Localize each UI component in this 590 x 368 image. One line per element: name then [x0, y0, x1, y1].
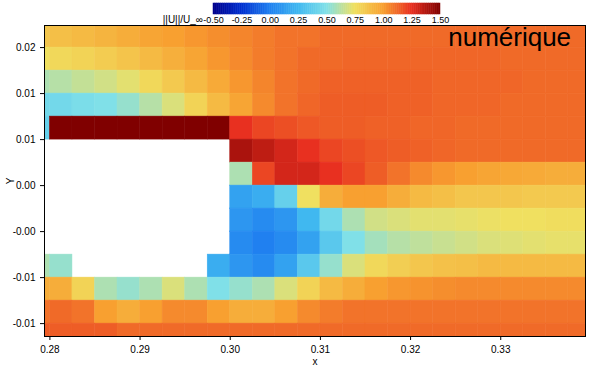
svg-text:0.32: 0.32	[401, 344, 421, 355]
svg-text:0.02: 0.02	[16, 42, 36, 53]
svg-text:0.33: 0.33	[491, 344, 511, 355]
svg-text:0.01: 0.01	[16, 134, 36, 145]
html-text:||U||/U_∞: ||U||/U_∞	[162, 14, 203, 25]
svg-text:Y: Y	[5, 177, 16, 184]
svg-text:0.01: 0.01	[16, 88, 36, 99]
svg-text:0.28: 0.28	[40, 344, 60, 355]
svg-text:-0.25: -0.25	[232, 15, 253, 25]
svg-text:numérique: numérique	[448, 22, 571, 52]
svg-text:0.31: 0.31	[311, 344, 331, 355]
svg-text:0.75: 0.75	[347, 15, 365, 25]
svg-text:-0.01: -0.01	[13, 272, 36, 283]
svg-text:-0.01: -0.01	[13, 318, 36, 329]
svg-text:1.25: 1.25	[403, 15, 421, 25]
svg-text:x: x	[313, 356, 318, 367]
svg-text:0.00: 0.00	[261, 15, 279, 25]
svg-text:-0.00: -0.00	[13, 226, 36, 237]
svg-text:0.29: 0.29	[130, 344, 150, 355]
svg-text:0.30: 0.30	[221, 344, 241, 355]
svg-text:0.50: 0.50	[318, 15, 336, 25]
svg-text:0.00: 0.00	[16, 180, 36, 191]
svg-text:-0.50: -0.50	[203, 15, 224, 25]
svg-text:1.50: 1.50	[432, 15, 450, 25]
svg-text:1.00: 1.00	[375, 15, 393, 25]
svg-text:0.25: 0.25	[290, 15, 308, 25]
